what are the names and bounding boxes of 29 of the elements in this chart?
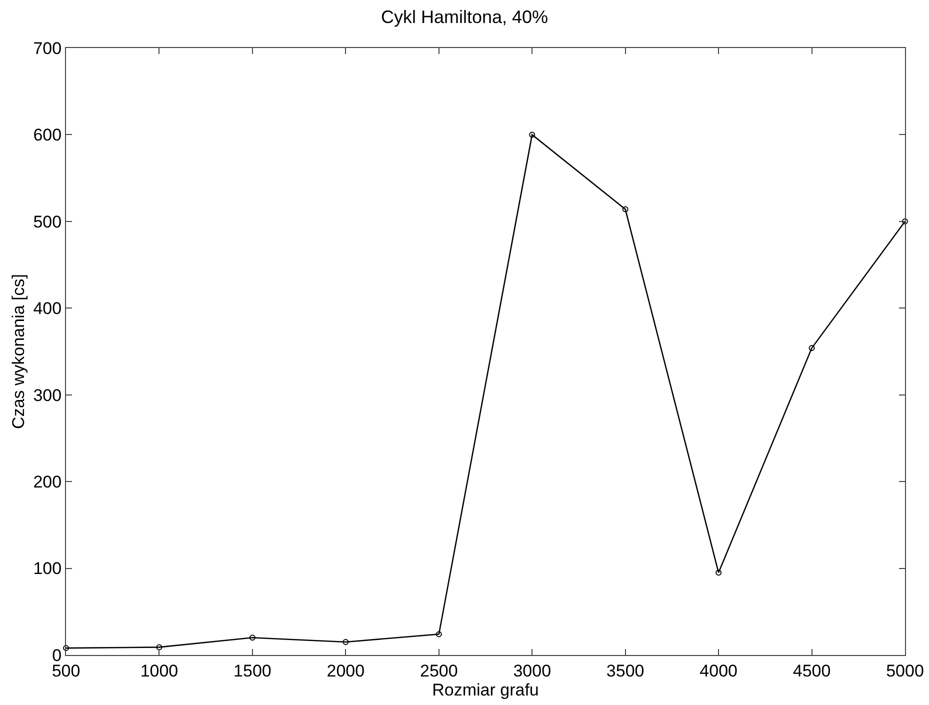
x-tick-label: 3500	[606, 661, 644, 680]
point	[529, 132, 536, 138]
x-axis-title: Rozmiar grafu	[432, 680, 539, 700]
y-tick-label: 100	[33, 559, 62, 578]
point	[342, 638, 349, 645]
y-tick-label: 500	[33, 212, 62, 232]
point	[436, 631, 442, 638]
point	[156, 644, 162, 650]
y-tick-label: 300	[33, 386, 62, 405]
y-tick-label: 200	[33, 472, 62, 492]
x-tick-label: 2500	[420, 661, 458, 680]
point	[249, 634, 256, 641]
point	[622, 206, 628, 212]
y-axis-title: Czas wykonania [cs]	[8, 274, 28, 429]
point	[902, 218, 908, 224]
point	[716, 570, 722, 576]
x-tick-label: 4000	[700, 661, 738, 680]
x-tick-label: 4500	[792, 661, 831, 680]
y-tick-label: 600	[33, 126, 62, 145]
point	[808, 345, 815, 352]
x-tick-label: 3000	[513, 661, 552, 680]
y-tick-label: 700	[33, 38, 62, 58]
x-tick-label: 1500	[234, 661, 272, 680]
x-tick-label: 2000	[326, 661, 365, 680]
point	[63, 645, 69, 652]
x-tick-label: 1000	[140, 661, 178, 680]
y-tick-label: 400	[33, 299, 62, 318]
x-tick-label: 5000	[886, 661, 924, 680]
chart-title: Cykl Hamiltona, 40%	[380, 7, 548, 28]
